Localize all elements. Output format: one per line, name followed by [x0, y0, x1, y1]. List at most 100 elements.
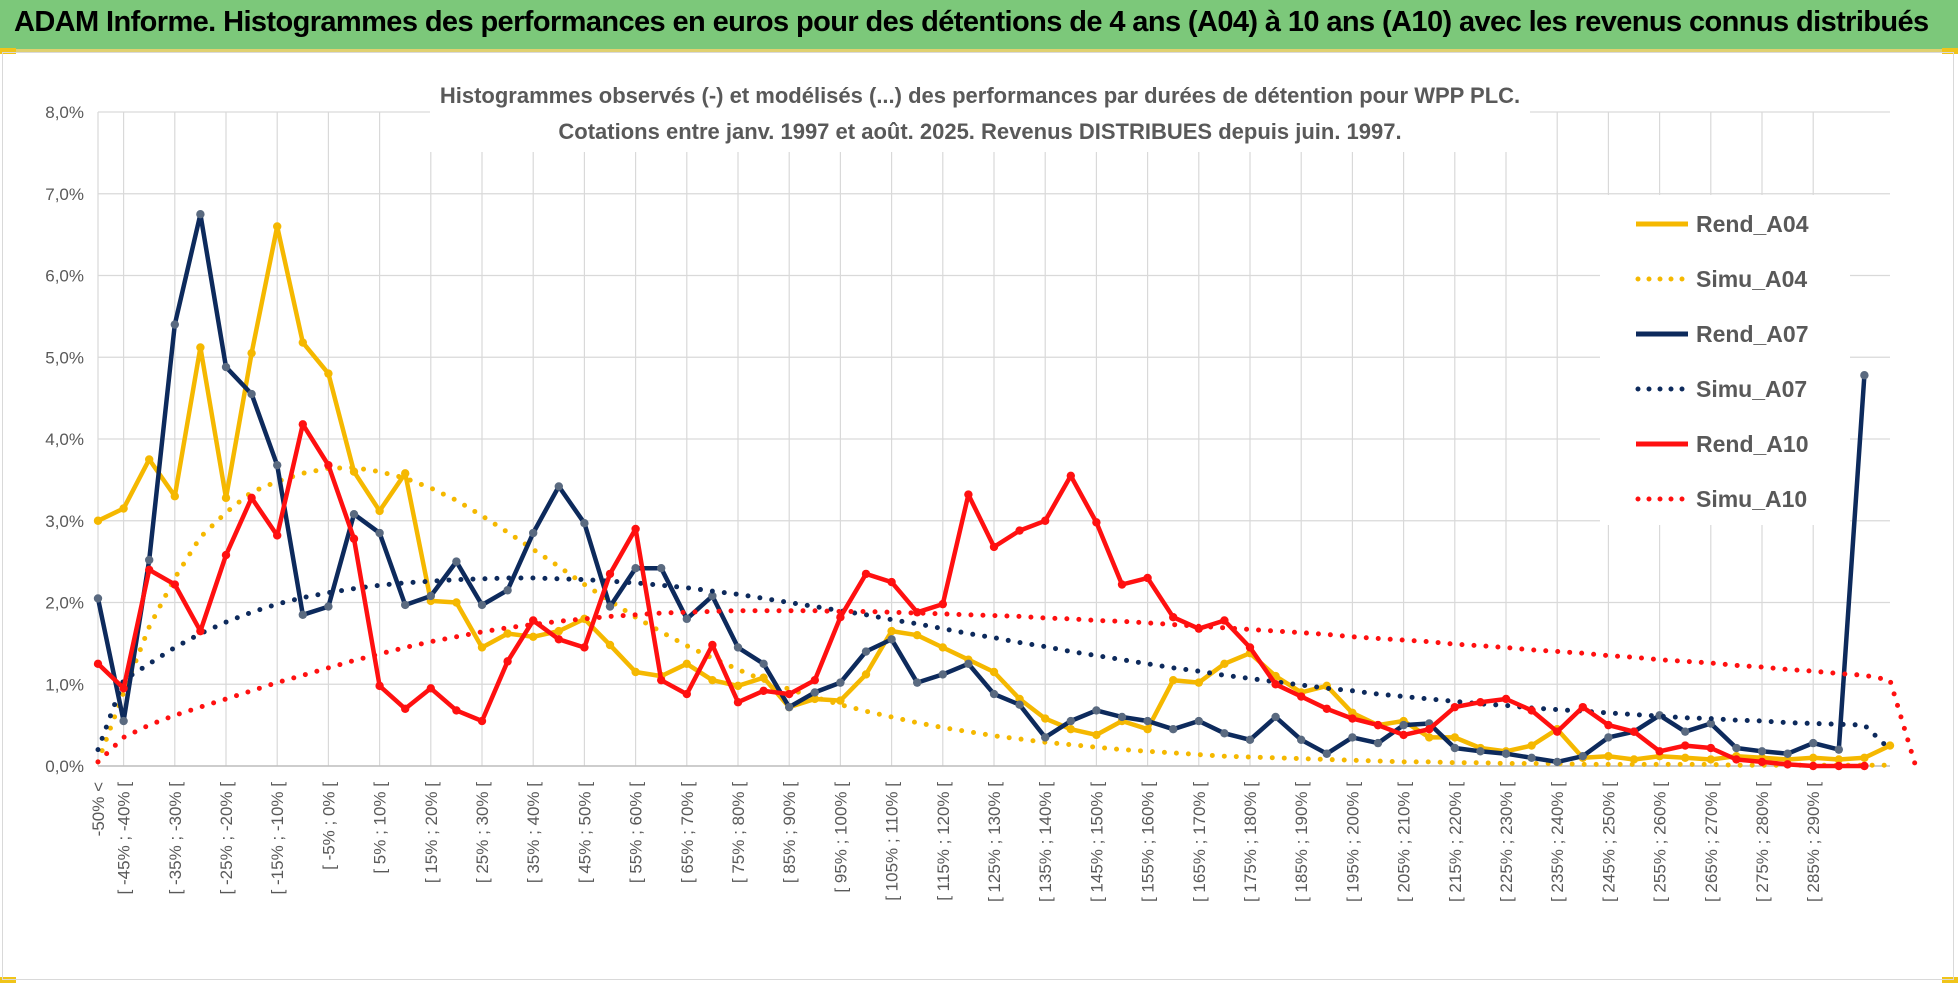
rend-a04-point	[836, 696, 845, 705]
rend-a10-point	[1629, 727, 1639, 736]
rend-a07-point	[1809, 738, 1818, 748]
y-axis: 0,0% 1,0% 2,0% 3,0% 4,0% 5,0% 6,0% 7,0% 8,0%	[45, 103, 84, 776]
x-tick-label: [ 25% ; 30% [	[473, 782, 492, 883]
rend-a10-point	[324, 460, 333, 470]
rend-a07-point	[938, 670, 947, 679]
rend-a04-point	[1809, 753, 1818, 763]
x-tick-label: [ -15% ; -10% [	[268, 782, 287, 895]
rend-a07-point	[1834, 745, 1844, 754]
rend-a10-point	[375, 681, 384, 691]
x-tick-label: [ 245% ; 250% [	[1599, 782, 1618, 902]
rend-a04-point	[861, 670, 871, 679]
x-tick-label: [ 275% ; 280% [	[1753, 782, 1772, 902]
rend-a10-point	[1860, 761, 1869, 771]
rend-a07-point	[1092, 706, 1101, 715]
rend-a10-point	[93, 659, 103, 669]
corner-marker	[1942, 977, 1958, 983]
y-tick-label: 2,0%	[45, 594, 84, 613]
rend-a10-point	[196, 626, 205, 636]
rend-a07-point	[1553, 757, 1562, 767]
rend-a07-point	[580, 519, 589, 528]
rend-a04-point	[1885, 741, 1895, 750]
x-tick-label: [ 125% ; 130% [	[985, 782, 1004, 902]
rend-a04-point	[298, 338, 307, 347]
y-tick-label: 4,0%	[45, 430, 84, 449]
rend-a10-point	[964, 490, 973, 499]
rend-a04-point	[452, 598, 461, 607]
x-tick-label: [ 115% ; 120% [	[934, 782, 953, 901]
x-tick-label: [ -25% ; -20% [	[217, 782, 236, 895]
rend-a04-point	[529, 632, 538, 642]
rend-a07-point	[1194, 716, 1204, 726]
x-tick-label: [ 195% ; 200% [	[1343, 782, 1362, 902]
rend-a10-point	[580, 643, 589, 652]
legend-label: Rend_A07	[1696, 321, 1808, 347]
rend-a04-point	[1092, 730, 1101, 740]
rend-a10-point	[1834, 761, 1844, 771]
rend-a10-point	[1604, 720, 1613, 730]
y-tick-label: 1,0%	[45, 675, 84, 694]
rend-a10-point	[1271, 680, 1280, 689]
rend-a07-point	[1066, 716, 1076, 726]
rend-a07-point	[1732, 743, 1741, 753]
x-tick-label: [ 45% ; 50% [	[575, 782, 594, 883]
rend-a10-point	[1322, 704, 1332, 713]
legend-label: Simu_A04	[1696, 266, 1807, 292]
rend-a04-point	[1604, 751, 1613, 761]
rend-a07-point	[887, 635, 896, 644]
rend-a10-point	[1476, 698, 1485, 707]
rend-a07-point	[785, 702, 794, 712]
rend-a04-point	[196, 343, 205, 352]
x-tick-label: [ 65% ; 70% [	[678, 782, 697, 883]
rend-a07-point	[1373, 738, 1383, 748]
rend-a07-point	[1322, 749, 1332, 758]
rend-a04-point	[477, 643, 487, 652]
rend-a07-point	[477, 600, 487, 610]
report-title: ADAM Informe. Histogrammes des performan…	[14, 6, 1929, 38]
rend-a04-point	[119, 504, 128, 513]
y-tick-label: 5,0%	[45, 348, 84, 367]
rend-a07-line	[95, 211, 1867, 765]
legend-label: Simu_A10	[1696, 486, 1807, 512]
rend-a10-point	[1015, 526, 1024, 535]
y-tick-label: 3,0%	[45, 512, 84, 531]
legend-label: Rend_A10	[1696, 431, 1808, 457]
rend-a10-point	[273, 531, 282, 540]
rend-a07-point	[1578, 751, 1588, 761]
rend-a04-point	[273, 222, 282, 231]
rend-a10-point	[1732, 755, 1741, 764]
rend-a04-point	[1066, 725, 1076, 734]
legend-label: Simu_A07	[1696, 376, 1807, 402]
legend-background	[1600, 195, 1850, 525]
rend-a10-point	[861, 569, 871, 579]
rend-a10-point	[1706, 743, 1716, 753]
rend-a04-point	[1143, 725, 1152, 734]
rend-a07-point	[759, 659, 768, 669]
rend-a10-point	[1348, 714, 1357, 723]
x-tick-label: [ 35% ; 40% [	[524, 782, 543, 883]
x-tick-label: [ 15% ; 20% [	[422, 782, 441, 883]
rend-a10-point	[938, 599, 947, 609]
x-tick-label: -50% <	[89, 782, 108, 836]
rend-a10-point	[913, 608, 922, 617]
chart-subtitle: Cotations entre janv. 1997 et août. 2025…	[558, 119, 1401, 144]
rend-a07-point	[1271, 712, 1280, 722]
rend-a07-point	[247, 389, 256, 399]
rend-a04-point	[887, 626, 896, 636]
x-tick-label: [ 215% ; 220% [	[1446, 782, 1465, 902]
rend-a10-point	[1245, 643, 1255, 652]
legend: Rend_A04 Simu_A04 Rend_A07 Simu_A07 Rend_A10…	[1600, 195, 1850, 525]
x-tick-label: [ 255% ; 260% [	[1651, 782, 1670, 902]
rend-a10-point	[1092, 518, 1101, 527]
rend-a10-point	[1169, 613, 1178, 622]
y-tick-label: 7,0%	[45, 185, 84, 204]
rend-a04-point	[810, 694, 819, 704]
rend-a10-point	[785, 689, 794, 699]
rend-a07-point	[913, 678, 922, 687]
rend-a10-point	[119, 684, 128, 693]
rend-a10-point	[1809, 761, 1818, 771]
rend-a07-point	[964, 659, 973, 669]
rend-a04-point	[913, 631, 922, 640]
x-tick-label: [ 5% ; 10% [	[371, 782, 390, 874]
